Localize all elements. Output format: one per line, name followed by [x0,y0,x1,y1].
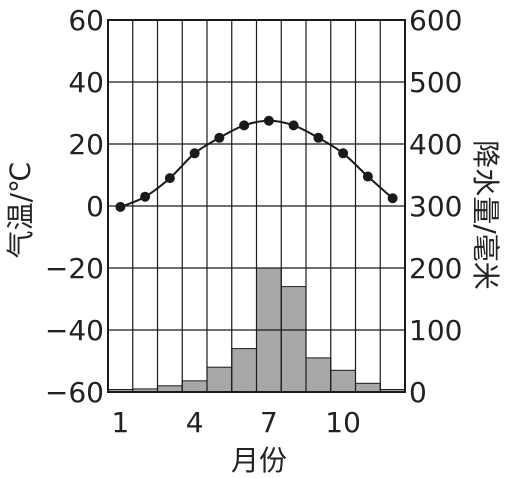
temperature-tick-label: 60 [68,4,104,37]
grid [107,19,406,393]
precipitation-tick-label: 500 [409,66,462,99]
precipitation-bar [206,366,233,393]
temperature-series [115,115,398,212]
x-axis-title: 月份 [231,444,287,477]
right-axis-title: 降水量/毫米 [469,140,502,289]
temperature-point [362,171,373,182]
month-tick-label: 10 [325,406,361,439]
temperature-point [263,115,274,126]
temperature-point [387,193,398,204]
temperature-tick-label: 20 [68,128,104,161]
temperature-tick-label: −60 [45,376,104,409]
precipitation-tick-label: 200 [409,252,462,285]
temperature-axis-ticks: 60 40 20 0 −20 −40 −60 [45,4,104,409]
temperature-point [140,191,151,202]
precipitation-tick-label: 300 [409,190,462,223]
month-tick-label: 7 [260,406,278,439]
temperature-point [164,173,175,184]
temperature-point [214,132,225,143]
precipitation-bar [305,357,332,393]
temperature-point [189,148,200,159]
precipitation-tick-label: 600 [409,4,462,37]
precipitation-tick-label: 400 [409,128,462,161]
temperature-point [313,132,324,143]
month-tick-label: 1 [111,406,129,439]
precipitation-tick-label: 0 [409,376,427,409]
precipitation-bar [355,382,381,393]
temperature-tick-label: 0 [86,190,104,223]
precipitation-tick-label: 100 [409,314,462,347]
plot-frame [107,19,406,393]
temperature-point [115,201,126,212]
temperature-point [288,120,299,131]
precipitation-bar [181,380,208,393]
month-tick-label: 4 [186,406,204,439]
precipitation-bar [280,286,307,393]
temperature-tick-label: −20 [45,252,104,285]
temperature-point [338,148,349,159]
precipitation-axis-ticks: 600 500 400 300 200 100 0 [409,4,462,409]
left-axis-title: 气温/℃ [4,162,37,259]
precipitation-bar [231,348,257,393]
month-axis-ticks: 1 4 7 10 [111,406,360,439]
temperature-tick-label: −40 [45,314,104,347]
precipitation-bar [330,369,356,393]
temperature-point [239,120,250,131]
temperature-tick-label: 40 [68,66,104,99]
